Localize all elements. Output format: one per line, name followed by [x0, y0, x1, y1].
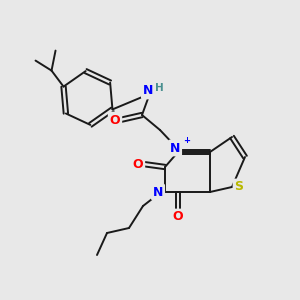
- Text: O: O: [133, 158, 143, 170]
- Text: N: N: [153, 185, 163, 199]
- Text: H: H: [154, 83, 164, 93]
- Text: N: N: [143, 85, 153, 98]
- Text: O: O: [173, 211, 183, 224]
- Text: N: N: [170, 142, 180, 154]
- Text: S: S: [235, 181, 244, 194]
- Text: O: O: [110, 113, 120, 127]
- Text: +: +: [183, 136, 190, 145]
